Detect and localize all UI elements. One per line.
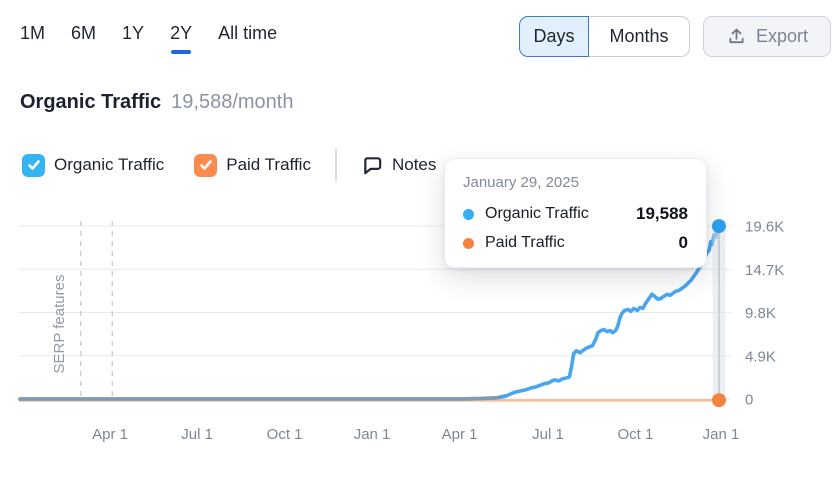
tab-2y[interactable]: 2Y [170, 22, 192, 54]
organic-dot-icon [463, 208, 474, 220]
organic-traffic-checkbox[interactable] [22, 153, 45, 177]
tooltip-organic-value: 19,588 [636, 204, 688, 223]
x-tick-label: Apr 1 [92, 426, 128, 443]
tooltip-paid-label: Paid Traffic [485, 234, 565, 251]
x-tick-label: Oct 1 [267, 426, 303, 443]
y-tick-label: 19.6K [745, 219, 784, 236]
chart-header: Organic Traffic 19,588/month [20, 91, 293, 114]
chart-tooltip: January 29, 2025 Organic Traffic 19,588 … [444, 158, 707, 268]
tooltip-row-organic: Organic Traffic 19,588 [463, 204, 688, 224]
tab-all-time[interactable]: All time [218, 23, 278, 43]
x-tick-label: Jan 1 [703, 426, 740, 443]
export-upload-icon [726, 26, 747, 47]
x-tick-label: Jul 1 [532, 426, 564, 443]
legend-divider [334, 149, 337, 181]
days-toggle-button[interactable]: Days [519, 16, 589, 57]
export-button[interactable]: Export [703, 16, 831, 57]
tab-6m[interactable]: 6M [71, 23, 97, 43]
organic-traffic-line [499, 224, 721, 399]
x-tick-label: Oct 1 [618, 426, 654, 443]
tab-1m[interactable]: 1M [20, 23, 46, 43]
notes-label: Notes [391, 155, 437, 174]
tooltip-date: January 29, 2025 [463, 174, 579, 191]
paid-traffic-checkbox[interactable] [194, 153, 218, 177]
export-button-label: Export [755, 26, 809, 46]
tooltip-paid-value: 0 [678, 233, 688, 252]
traffic-per-month-value: 19,588/month [171, 91, 294, 113]
organic-endpoint-dot [712, 219, 726, 234]
y-tick-label: 14.7K [745, 262, 784, 279]
paid-endpoint-dot [712, 393, 726, 408]
organic-traffic-toggle[interactable]: Organic Traffic [22, 153, 165, 177]
tab-1y[interactable]: 1Y [122, 23, 145, 43]
page-title: Organic Traffic [20, 91, 162, 113]
tooltip-row-paid: Paid Traffic 0 [463, 233, 688, 253]
notes-toggle[interactable]: Notes [361, 154, 436, 177]
y-tick-label: 0 [745, 392, 753, 409]
paid-dot-icon [463, 237, 474, 249]
y-tick-label: 4.9K [745, 348, 776, 365]
paid-traffic-toggle[interactable]: Paid Traffic [194, 153, 311, 177]
organic-traffic-line-flat [18, 394, 508, 401]
months-toggle-button[interactable]: Months [589, 16, 690, 57]
x-tick-label: Apr 1 [442, 426, 478, 443]
x-tick-label: Jul 1 [181, 426, 213, 443]
legend-row: Organic Traffic Paid Traffic Notes [22, 149, 436, 181]
paid-traffic-legend-label: Paid Traffic [226, 155, 311, 174]
organic-traffic-legend-label: Organic Traffic [54, 155, 165, 174]
granularity-toggle: Days Months [519, 16, 690, 57]
x-tick-label: Jan 1 [354, 426, 391, 443]
tooltip-organic-label: Organic Traffic [485, 205, 589, 222]
note-bubble-icon [361, 154, 384, 177]
y-tick-label: 9.8K [745, 305, 776, 322]
time-range-tabs: 1M 6M 1Y 2Y All time [20, 22, 278, 54]
serp-features-annotation: SERP features [51, 274, 68, 374]
